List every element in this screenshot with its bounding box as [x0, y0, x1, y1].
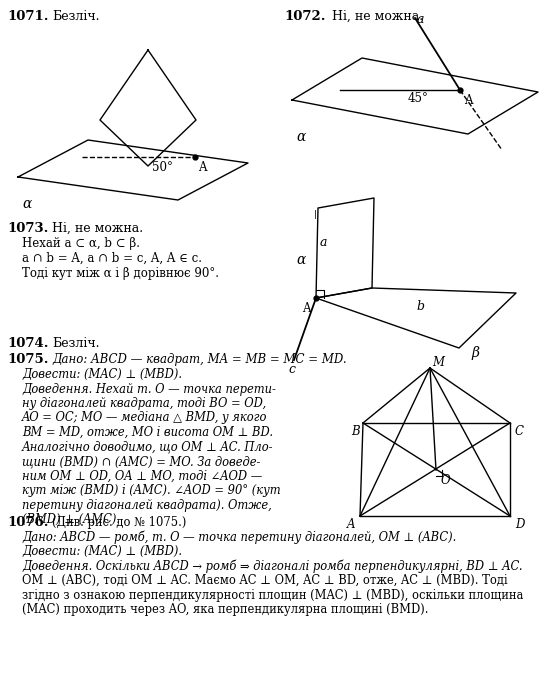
Text: Тоді кут між α і β дорівнює 90°.: Тоді кут між α і β дорівнює 90°. [22, 267, 219, 280]
Text: ну діагоналей квадрата, тоді BO = OD,: ну діагоналей квадрата, тоді BO = OD, [22, 397, 266, 410]
Text: A: A [198, 161, 206, 174]
Text: ним OM ⊥ OD, OA ⊥ MO, тоді ∠AOD —: ним OM ⊥ OD, OA ⊥ MO, тоді ∠AOD — [22, 469, 262, 482]
Text: 1071.: 1071. [7, 10, 49, 23]
Text: Дано: ABCD — квадрат, MA = MB = MC = MD.: Дано: ABCD — квадрат, MA = MB = MC = MD. [52, 353, 347, 366]
Text: (Див. рис. до № 1075.): (Див. рис. до № 1075.) [52, 516, 186, 529]
Text: c: c [288, 363, 295, 376]
Text: 45°: 45° [408, 92, 429, 105]
Text: a: a [417, 13, 425, 26]
Text: 1072.: 1072. [284, 10, 325, 23]
Text: Нехай a ⊂ α, b ⊂ β.: Нехай a ⊂ α, b ⊂ β. [22, 237, 140, 250]
Text: Аналогічно доводимо, що OM ⊥ AC. Пло-: Аналогічно доводимо, що OM ⊥ AC. Пло- [22, 441, 273, 454]
Text: B: B [351, 425, 359, 438]
Text: 1073.: 1073. [7, 222, 49, 235]
Text: Довести: (MAC) ⊥ (MBD).: Довести: (MAC) ⊥ (MBD). [22, 545, 182, 558]
Text: Довести: (MAC) ⊥ (MBD).: Довести: (MAC) ⊥ (MBD). [22, 368, 182, 381]
Text: 50°: 50° [152, 161, 173, 174]
Text: M: M [432, 356, 444, 369]
Text: кут між (BMD) і (AMC). ∠AOD = 90° (кут: кут між (BMD) і (AMC). ∠AOD = 90° (кут [22, 484, 281, 497]
Text: (BMD) ⊥ (AMC).: (BMD) ⊥ (AMC). [22, 513, 120, 526]
Text: β: β [471, 346, 479, 360]
Text: b: b [416, 300, 424, 313]
Text: згідно з ознакою перпендикулярності площин (MAC) ⊥ (MBD), оскільки площина: згідно з ознакою перпендикулярності площ… [22, 589, 523, 602]
Text: перетину діагоналей квадрата). Отже,: перетину діагоналей квадрата). Отже, [22, 499, 272, 512]
Text: Ні, не можна.: Ні, не можна. [332, 10, 423, 23]
Text: Безліч.: Безліч. [52, 10, 99, 23]
Text: Безліч.: Безліч. [52, 337, 99, 350]
Text: BM = MD, отже, MO і висота OM ⊥ BD.: BM = MD, отже, MO і висота OM ⊥ BD. [22, 426, 273, 439]
Text: Доведення. Нехай т. O — точка перети-: Доведення. Нехай т. O — точка перети- [22, 382, 276, 395]
Text: α: α [22, 197, 31, 211]
Text: 1075.: 1075. [7, 353, 49, 366]
Text: A: A [347, 518, 355, 531]
Text: C: C [515, 425, 524, 438]
Text: 1076.: 1076. [7, 516, 49, 529]
Text: OM ⊥ (ABC), тоді OM ⊥ AC. Маємо AC ⊥ OM, AC ⊥ BD, отже, AC ⊥ (MBD). Тоді: OM ⊥ (ABC), тоді OM ⊥ AC. Маємо AC ⊥ OM,… [22, 574, 508, 587]
Text: |: | [314, 210, 317, 219]
Text: a ∩ b = A, a ∩ b = c, A, A ∈ c.: a ∩ b = A, a ∩ b = c, A, A ∈ c. [22, 252, 202, 265]
Text: Доведення. Оскільки ABCD → ромб ⇒ діагоналі ромба перпендикулярні, BD ⊥ AC.: Доведення. Оскільки ABCD → ромб ⇒ діагон… [22, 559, 522, 573]
Text: α: α [296, 253, 305, 267]
Text: Дано: ABCD — ромб, т. O — точка перетину діагоналей, OM ⊥ (ABC).: Дано: ABCD — ромб, т. O — точка перетину… [22, 531, 456, 544]
Text: α: α [296, 130, 305, 144]
Text: D: D [515, 518, 525, 531]
Text: щини (BMD) ∩ (AMC) = MO. За доведе-: щини (BMD) ∩ (AMC) = MO. За доведе- [22, 455, 261, 468]
Text: A: A [464, 94, 473, 107]
Text: AO = OC; MO — медіана △ BMD, у якого: AO = OC; MO — медіана △ BMD, у якого [22, 411, 267, 425]
Text: A: A [302, 302, 310, 315]
Text: a: a [320, 236, 328, 249]
Text: 1074.: 1074. [7, 337, 49, 350]
Text: O: O [441, 474, 451, 487]
Text: (MAC) проходить через AO, яка перпендикулярна площині (BMD).: (MAC) проходить через AO, яка перпендику… [22, 603, 429, 616]
Text: Ні, не можна.: Ні, не можна. [52, 222, 143, 235]
